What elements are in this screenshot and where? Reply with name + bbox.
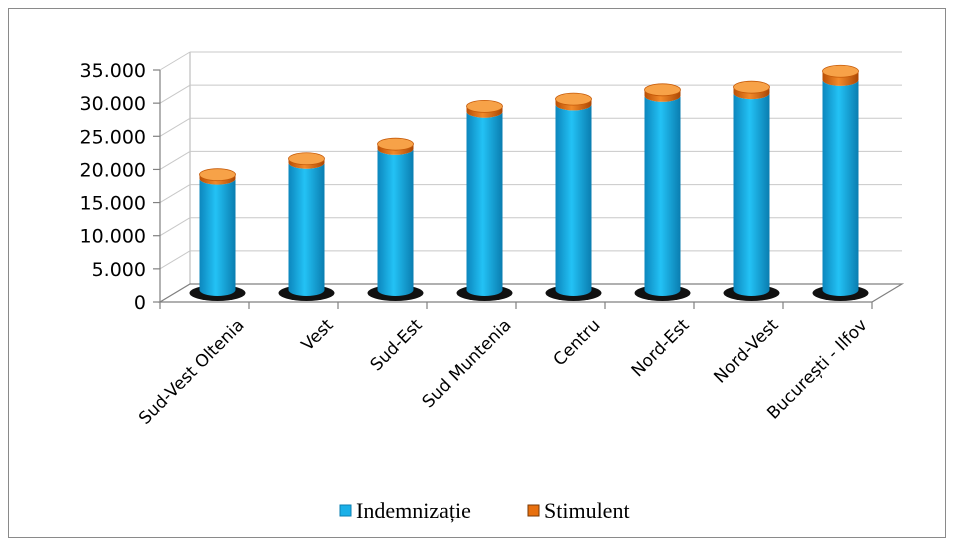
bar-stimulent bbox=[466, 106, 503, 118]
x-category-label: Sud-Vest Oltenia bbox=[135, 315, 248, 428]
legend-label: Stimulent bbox=[544, 498, 630, 523]
bar-stimulent bbox=[733, 87, 770, 100]
bar-indemnizatie bbox=[288, 162, 325, 296]
x-category-label: Centru bbox=[550, 315, 605, 370]
bar-cap bbox=[733, 80, 770, 94]
legend-swatch bbox=[527, 504, 540, 517]
bar-cap bbox=[466, 99, 503, 113]
bar-cap bbox=[377, 137, 414, 151]
bar-cap bbox=[288, 152, 325, 166]
gridline-depth bbox=[159, 184, 191, 204]
gridline-depth bbox=[159, 150, 191, 170]
bar-indemnizatie bbox=[466, 111, 503, 296]
bar-cap bbox=[199, 168, 236, 182]
floor bbox=[157, 283, 905, 303]
y-tick-label: 5.000 bbox=[92, 259, 146, 281]
y-tick-label: 0 bbox=[134, 292, 146, 314]
legend-swatch bbox=[339, 504, 352, 517]
bar-indemnizatie bbox=[822, 79, 859, 296]
bar-stimulent bbox=[377, 144, 414, 155]
chart-floor bbox=[157, 283, 905, 309]
bar-indemnizatie bbox=[733, 93, 770, 296]
x-category-label: Nord-Est bbox=[628, 315, 694, 381]
x-category-label: Sud-Est bbox=[367, 315, 427, 375]
bar-indemnizatie bbox=[377, 148, 414, 296]
y-tick-label: 20.000 bbox=[80, 159, 146, 181]
chart-walls bbox=[159, 52, 191, 303]
gridlines bbox=[159, 51, 902, 303]
bar-stimulent bbox=[199, 174, 236, 185]
x-category-label: Vest bbox=[298, 315, 338, 355]
bar-stimulent bbox=[644, 89, 681, 102]
side-wall bbox=[159, 52, 191, 303]
y-tick-label: 25.000 bbox=[80, 126, 146, 148]
bar-indemnizatie bbox=[555, 104, 592, 297]
bar-stimulent bbox=[288, 158, 325, 169]
bars bbox=[189, 64, 869, 301]
y-tick-label: 15.000 bbox=[80, 193, 146, 215]
bar-cap bbox=[822, 64, 859, 78]
bar-stimulent bbox=[555, 99, 592, 111]
bar-indemnizatie bbox=[644, 95, 681, 296]
y-tick-label: 30.000 bbox=[80, 93, 146, 115]
y-tick-label: 10.000 bbox=[80, 226, 146, 248]
bar-cap bbox=[644, 83, 681, 97]
y-axis: 0 5.000 10.000 15.000 20.000 25.000 30.000 35.0… bbox=[80, 60, 161, 314]
bar-cap bbox=[555, 92, 592, 106]
gridline-depth bbox=[159, 250, 191, 270]
bar-indemnizatie bbox=[199, 178, 236, 296]
gridline-depth bbox=[159, 217, 191, 237]
gridline-depth bbox=[159, 51, 191, 71]
x-category-label: Sud Muntenia bbox=[419, 315, 516, 412]
legend: Indemnizație Stimulent bbox=[339, 498, 630, 523]
bar-stimulent bbox=[822, 71, 859, 86]
y-tick-label: 35.000 bbox=[80, 60, 146, 82]
x-category-label: Nord-Vest bbox=[710, 315, 782, 387]
legend-label: Indemnizație bbox=[356, 498, 471, 523]
gridline-depth bbox=[159, 117, 191, 137]
gridline-depth bbox=[159, 84, 191, 104]
